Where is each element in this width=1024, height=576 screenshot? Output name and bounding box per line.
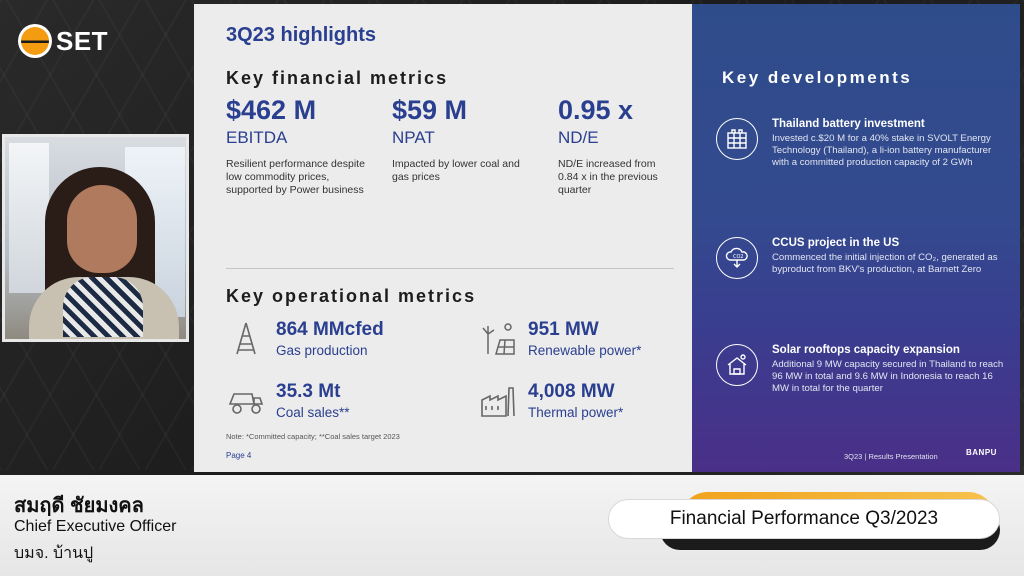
development-title: CCUS project in the US xyxy=(772,237,900,249)
metric-value: 35.3 Mt xyxy=(276,381,341,402)
metric-value: $462 M xyxy=(226,95,317,125)
development-item-ccus: CO2 CCUS project in the US Commenced the… xyxy=(716,237,1006,279)
metric-value: 4,008 MW xyxy=(528,381,615,402)
metric-description: Impacted by lower coal and gas prices xyxy=(392,157,520,183)
gas-rig-icon xyxy=(236,322,256,355)
section-divider xyxy=(226,268,674,269)
speaker-role: Chief Executive Officer xyxy=(14,518,177,535)
development-title: Thailand battery investment xyxy=(772,118,925,130)
mining-truck-icon xyxy=(228,393,264,414)
battery-icon xyxy=(716,118,758,160)
solar-wind-icon xyxy=(482,323,515,355)
power-plant-icon xyxy=(481,387,515,417)
topic-label: Financial Performance Q3/2023 xyxy=(608,499,1000,539)
development-text: Commenced the initial injection of CO₂, … xyxy=(772,252,998,275)
development-text: Invested c.$20 M for a 40% stake in SVOL… xyxy=(772,133,992,168)
financial-metric-nde: 0.95 x ND/E ND/E increased from 0.84 x i… xyxy=(558,95,668,197)
metric-label: ND/E xyxy=(558,127,599,147)
broadcaster-logo: SET xyxy=(18,24,108,58)
metric-label: EBITDA xyxy=(226,127,288,147)
slide-right-panel: Key developments Thailand battery invest… xyxy=(692,4,1020,472)
op-metric-thermal: 4,008 MW Thermal power* xyxy=(480,381,624,420)
metric-description: Resilient performance despite low commod… xyxy=(226,157,365,196)
developments-heading: Key developments xyxy=(722,68,913,87)
metric-label: Gas production xyxy=(276,342,368,358)
metric-description: ND/E increased from 0.84 x in the previo… xyxy=(558,157,658,196)
page-number: Page 4 xyxy=(226,451,252,460)
svg-text:CO2: CO2 xyxy=(733,254,744,260)
metric-label: Coal sales** xyxy=(276,404,350,420)
op-metric-coal: 35.3 Mt Coal sales** xyxy=(228,381,350,420)
slide-left-panel: 3Q23 highlights Key financial metrics $4… xyxy=(194,4,692,472)
metric-label: Renewable power* xyxy=(528,342,642,358)
slide-footer: 3Q23 | Results Presentation xyxy=(844,452,938,461)
metric-value: 951 MW xyxy=(528,319,599,340)
speaker-name: สมฤดี ชัยมงคล xyxy=(14,495,144,517)
development-item-battery: Thailand battery investment Invested c.$… xyxy=(716,118,1006,169)
speaker-face xyxy=(67,185,137,273)
co2-cloud-icon: CO2 xyxy=(716,237,758,279)
window-background xyxy=(9,143,49,293)
metric-value: 864 MMcfed xyxy=(276,319,384,340)
brand-logo: BANPU xyxy=(966,448,997,457)
operational-heading: Key operational metrics xyxy=(226,286,477,306)
financial-metric-ebitda: $462 M EBITDA Resilient performance desp… xyxy=(226,95,376,197)
financial-heading: Key financial metrics xyxy=(226,68,449,88)
set-logo-icon xyxy=(18,24,52,58)
speaker-scarf xyxy=(63,277,143,337)
slide-note: Note: *Committed capacity; **Coal sales … xyxy=(226,432,400,441)
metric-label: NPAT xyxy=(392,127,435,147)
development-title: Solar rooftops capacity expansion xyxy=(772,344,960,356)
solar-house-icon xyxy=(716,344,758,386)
speaker-video xyxy=(2,134,189,342)
op-metric-gas: 864 MMcfed Gas production xyxy=(228,319,384,358)
metric-label: Thermal power* xyxy=(528,404,624,420)
metric-value: 0.95 x xyxy=(558,95,634,125)
development-text: Additional 9 MW capacity secured in Thai… xyxy=(772,359,1004,394)
presentation-slide: 3Q23 highlights Key financial metrics $4… xyxy=(194,4,1020,472)
op-metric-renewable: 951 MW Renewable power* xyxy=(480,319,642,358)
speaker-organization: บมจ. บ้านปู xyxy=(14,545,94,562)
logo-text: SET xyxy=(56,25,109,56)
slide-title: 3Q23 highlights xyxy=(226,24,377,46)
financial-metric-npat: $59 M NPAT Impacted by lower coal and ga… xyxy=(392,95,522,184)
metric-value: $59 M xyxy=(392,95,468,125)
development-item-solar: Solar rooftops capacity expansion Additi… xyxy=(716,344,1006,395)
